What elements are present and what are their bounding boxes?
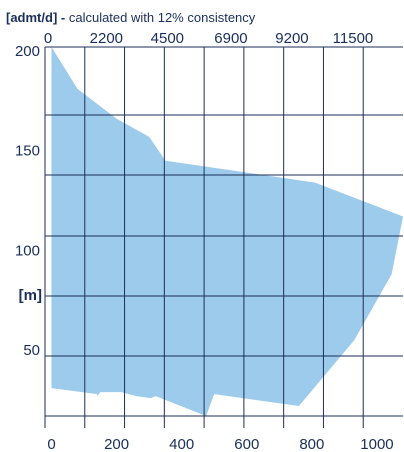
x-tick-label-4: 800 (299, 436, 324, 452)
chart-title-separator: - (57, 10, 69, 25)
top-tick-label-5: 11500 (333, 30, 374, 47)
top-tick-label-1: 2200 (90, 30, 123, 47)
y-tick-label-1: 100 (15, 242, 40, 259)
area-layer (51, 47, 403, 416)
chart-title-text: calculated with 12% consistency (69, 10, 256, 25)
x-tick-label-2: 400 (169, 436, 194, 452)
y-tick-label-0: 50 (23, 342, 40, 359)
top-tick-label-3: 6900 (214, 30, 247, 47)
chart-title: [admt/d] - calculated with 12% consisten… (6, 10, 256, 25)
area-series-0 (51, 47, 403, 416)
x-tick-label-0: 0 (47, 436, 55, 452)
top-tick-label-2: 4500 (151, 30, 184, 47)
top-tick-label-4: 9200 (275, 30, 308, 47)
y-axis-label: [m] (19, 287, 42, 304)
y-tick-label-3: 200 (15, 43, 40, 60)
x-tick-label-5: 1000 (360, 436, 393, 452)
x-tick-label-1: 200 (104, 436, 129, 452)
grid-layer (44, 46, 403, 428)
y-tick-label-2: 150 (15, 143, 40, 160)
top-tick-label-0: 0 (44, 30, 52, 47)
chart-title-unit: [admt/d] (6, 10, 57, 25)
x-tick-label-3: 600 (234, 436, 259, 452)
